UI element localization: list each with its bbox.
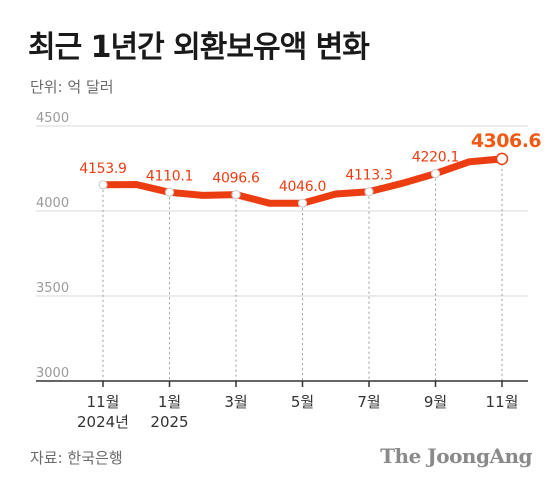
x-tick-label: 7월 [357,393,380,411]
y-tick-label: 4000 [36,196,69,211]
data-label: 4220.1 [412,150,459,166]
data-point [364,187,374,197]
y-tick-label: 3000 [36,366,69,381]
x-tick-label: 11월 [486,393,519,411]
data-label: 4110.1 [146,168,193,184]
grid-layer: 3000 3500 4000 4500 [36,111,528,381]
unit-label: 단위: 억 달러 [30,78,114,96]
x-tick-label: 11월 [87,393,120,411]
x-tick-label: 1월 [158,393,181,411]
line-chart: 3000 3500 4000 4500 4153.9 4110.1 4096.6 4046.… [36,111,542,431]
data-label: 4113.3 [345,168,392,184]
y-tick-label: 3500 [36,281,69,296]
data-label: 4046.0 [279,179,326,195]
axis-layer: 11월 2024년 1월 2025 3월 5월 7월 9월 11월 [36,380,528,431]
x-tick-label: 2024년 [77,413,129,431]
data-label: 4153.9 [79,161,126,177]
y-tick-label: 4500 [36,111,69,126]
data-label: 4306.6 [471,130,542,152]
publisher-logo: The JoongAng [380,444,532,468]
source-note: 자료: 한국은행 [30,449,123,467]
x-tick-label: 3월 [224,393,247,411]
data-point [495,152,509,166]
data-point [430,168,441,179]
chart-title: 최근 1년간 외환보유액 변화 [28,30,370,65]
x-tick-label: 5월 [291,393,314,411]
data-point [98,180,108,190]
data-point [164,187,175,197]
data-point [231,189,241,200]
label-layer: 4153.9 4110.1 4096.6 4046.0 4113.3 4220.1 4306… [79,130,542,195]
data-point [297,198,308,208]
data-label: 4096.6 [212,171,260,187]
x-tick-label: 9월 [424,393,447,411]
x-tick-label: 2025 [150,413,188,431]
guide-layer [102,158,503,381]
marker-layer [98,152,509,208]
